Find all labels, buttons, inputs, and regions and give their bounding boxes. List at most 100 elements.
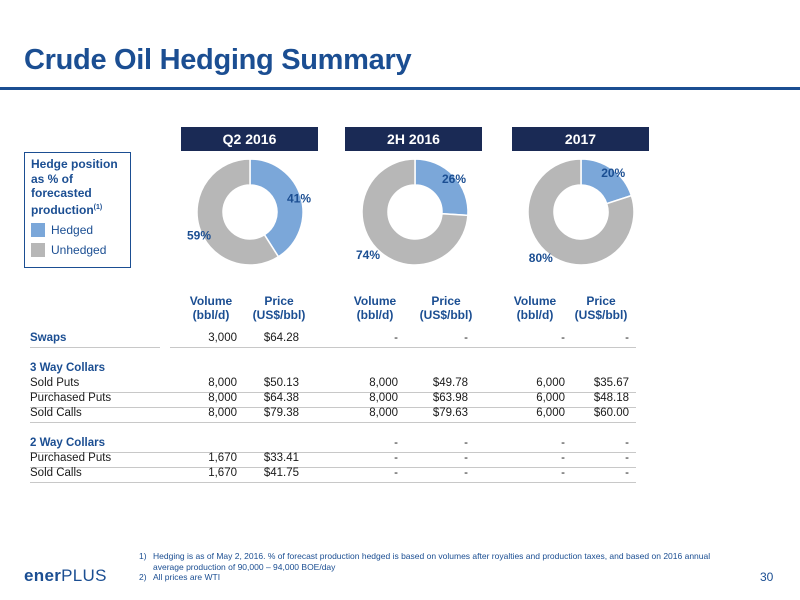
unhedged-slice-2h-2016 (361, 158, 469, 266)
legend-item-unhedged: Unhedged (31, 243, 124, 257)
row-divider (30, 347, 160, 348)
legend-label-hedged: Hedged (51, 223, 94, 237)
col-head-price: Price (US$/bbl) (252, 294, 306, 322)
table-row: Sold Calls 8,000 $79.38 8,000 $79.63 6,000 $60… (30, 407, 636, 422)
table-cell: $79.38 (263, 407, 299, 419)
legend-item-hedged: Hedged (31, 223, 124, 237)
table-cell: - (625, 332, 629, 344)
col-head-volume: Volume (bbl/d) (513, 294, 557, 322)
table-cell: $48.18 (593, 392, 629, 404)
table-cell: - (561, 437, 565, 449)
footnote-2: 2) All prices are WTI (139, 572, 221, 582)
row-divider (30, 467, 636, 468)
col-head-price: Price (US$/bbl) (574, 294, 628, 322)
table-cell: - (394, 452, 398, 464)
table-cell: 6,000 (536, 407, 565, 419)
unhedged-swatch (31, 243, 45, 257)
row-divider (170, 347, 636, 348)
legend-title-line: as % of (31, 171, 74, 186)
row-label: Sold Puts (30, 377, 80, 389)
unhedged-pct-label-q2-2016: 59% (187, 228, 211, 242)
table-cell: - (464, 437, 468, 449)
period-header-2h-2016: 2H 2016 (345, 127, 482, 151)
table-cell: - (625, 467, 629, 479)
table-row: Sold Calls 1,670 $41.75 - - - - (30, 467, 636, 482)
row-divider (30, 392, 636, 393)
donut-chart-q2-2016: 41% 59% (187, 158, 311, 266)
table-cell: $63.98 (432, 392, 468, 404)
table-cell: $60.00 (593, 407, 629, 419)
legend-title: Hedge position as % of forecasted produc… (31, 157, 124, 217)
table-cell: 1,670 (208, 467, 237, 479)
legend-title-line: Hedge position (31, 157, 118, 171)
row-label: 2 Way Collars (30, 437, 105, 449)
table-cell: 8,000 (208, 407, 237, 419)
table-cell: $49.78 (432, 377, 468, 389)
hedged-slice-2h-2016 (414, 158, 469, 217)
hedge-legend-box: Hedge position as % of forecasted produc… (24, 152, 131, 268)
table-cell: - (394, 332, 398, 344)
table-cell: - (561, 467, 565, 479)
row-label: Sold Calls (30, 467, 82, 479)
table-cell: - (394, 437, 398, 449)
row-divider (30, 452, 636, 453)
row-label: Purchased Puts (30, 452, 112, 464)
table-cell: $64.38 (263, 392, 299, 404)
footnote-1: 1) Hedging is as of May 2, 2016. % of fo… (139, 551, 711, 572)
table-cell: - (625, 437, 629, 449)
table-cell: 8,000 (369, 392, 398, 404)
page-title: Crude Oil Hedging Summary (24, 44, 412, 76)
table-cell: $35.67 (593, 377, 629, 389)
footnotes: 1) Hedging is as of May 2, 2016. % of fo… (139, 551, 729, 583)
hedged-slice-q2-2016 (249, 158, 304, 258)
row-divider (30, 407, 636, 408)
donut-chart-2017: 20% 80% (527, 158, 635, 266)
hedged-pct-label-2h-2016: 26% (442, 172, 466, 186)
table-cell: 8,000 (208, 377, 237, 389)
unhedged-slice-q2-2016 (196, 158, 280, 266)
table-row: Sold Puts 8,000 $50.13 8,000 $49.78 6,000 $35.… (30, 377, 636, 392)
table-cell: 3,000 (208, 332, 237, 344)
row-divider (30, 422, 636, 423)
hedged-pct-label-2017: 20% (601, 166, 625, 180)
row-divider (30, 482, 636, 483)
table-cell: - (464, 332, 468, 344)
col-head-price: Price (US$/bbl) (419, 294, 473, 322)
unhedged-slice-2017 (527, 158, 635, 266)
legend-label-unhedged: Unhedged (51, 243, 107, 257)
period-header-2017: 2017 (512, 127, 649, 151)
row-label: 3 Way Collars (30, 362, 105, 374)
col-head-volume: Volume (bbl/d) (353, 294, 397, 322)
table-cell: 6,000 (536, 377, 565, 389)
legend-title-line: forecasted (31, 186, 92, 200)
hedged-pct-label-q2-2016: 41% (287, 192, 311, 206)
row-label: Purchased Puts (30, 392, 112, 404)
unhedged-pct-label-2h-2016: 74% (356, 248, 380, 262)
legend-title-line: production (31, 202, 94, 217)
row-label: Swaps (30, 332, 67, 344)
table-cell: $33.41 (263, 452, 299, 464)
unhedged-pct-label-2017: 80% (529, 251, 553, 265)
table-section-2way: 2 Way Collars - - - - (30, 437, 636, 452)
table-cell: - (625, 452, 629, 464)
table-cell: 6,000 (536, 392, 565, 404)
table-section-3way: 3 Way Collars (30, 362, 636, 377)
title-divider (0, 87, 800, 90)
table-cell: - (464, 452, 468, 464)
enerplus-logo: enerPLUS (24, 566, 107, 585)
col-head-volume: Volume (bbl/d) (189, 294, 233, 322)
table-cell: $50.13 (263, 377, 299, 389)
table-cell: - (561, 332, 565, 344)
hedged-swatch (31, 223, 45, 237)
page-number: 30 (760, 570, 774, 584)
table-cell: $64.28 (263, 332, 299, 344)
table-cell: - (394, 467, 398, 479)
table-cell: 8,000 (208, 392, 237, 404)
row-label: Sold Calls (30, 407, 82, 419)
table-cell: $79.63 (432, 407, 468, 419)
donut-chart-2h-2016: 26% 74% (356, 158, 469, 266)
table-row: Purchased Puts 8,000 $64.38 8,000 $63.98 6,00… (30, 392, 636, 407)
table-row: Purchased Puts 1,670 $33.41 - - - - (30, 452, 636, 467)
legend-footnote-ref: (1) (93, 203, 103, 211)
period-header-q2-2016: Q2 2016 (181, 127, 318, 151)
